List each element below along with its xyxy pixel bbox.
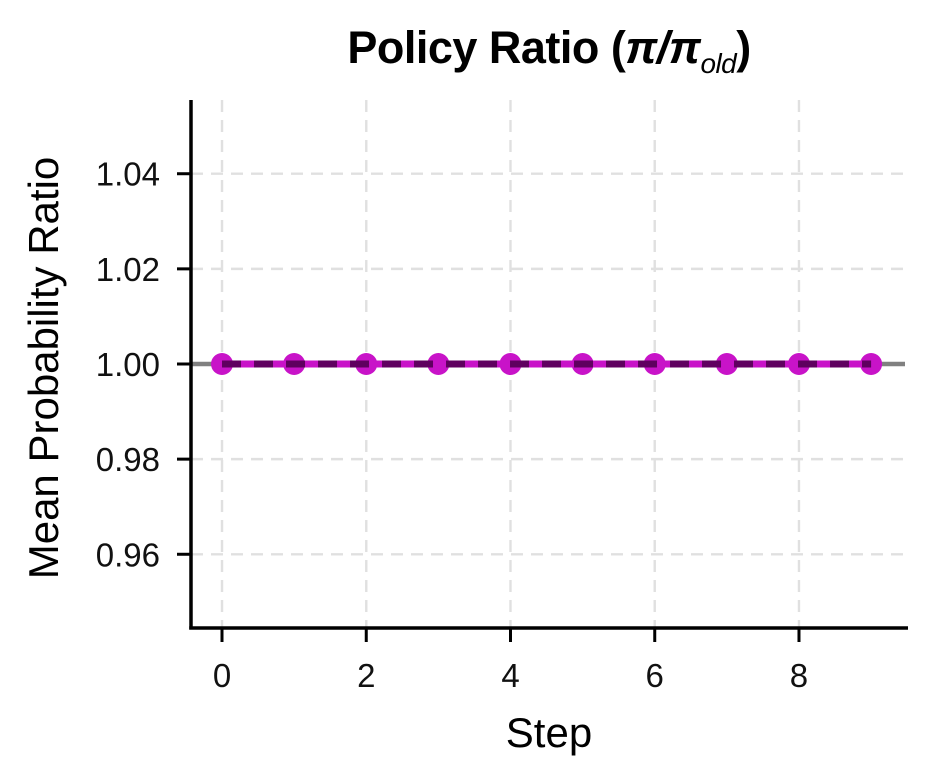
chart-title: Policy Ratio (π/πold) [191,22,907,80]
x-tick-label: 4 [501,657,519,694]
chart-title-suffix: ) [736,22,751,73]
y-tick-label: 1.02 [96,251,160,288]
data-point-marker [715,353,738,375]
chart-title-pi-subscript: old [700,48,737,79]
y-axis-label: Mean Probability Ratio [20,156,67,580]
chart-title-prefix: Policy Ratio ( [347,22,626,73]
y-tick-label: 1.00 [96,346,160,383]
y-tick-label: 1.04 [96,156,160,193]
chart-title-pi-expression: π/π [625,22,701,73]
x-tick-label: 2 [357,657,375,694]
x-tick-label: 0 [213,657,231,694]
data-point-marker [427,353,450,375]
y-tick-label: 0.96 [96,536,160,573]
x-tick-label: 6 [646,657,664,694]
x-axis-label: Step [505,709,593,756]
x-tick-label: 8 [790,657,808,694]
y-tick-label: 0.98 [96,441,160,478]
